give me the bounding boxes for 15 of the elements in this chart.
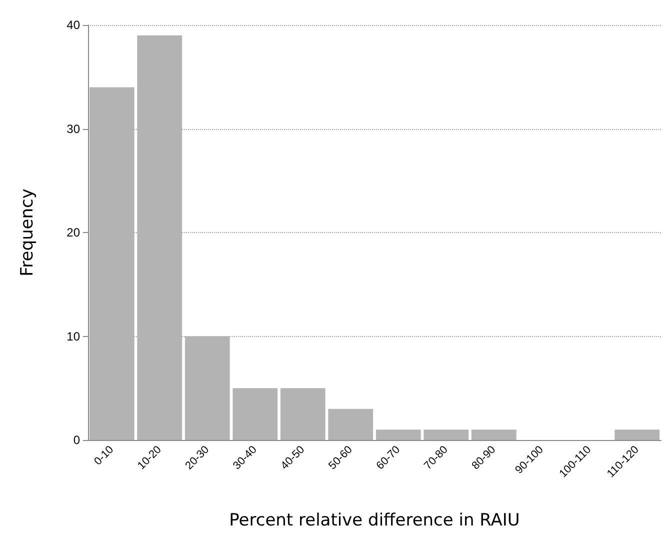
bar bbox=[424, 430, 469, 440]
y-tick-label: 30 bbox=[66, 122, 80, 136]
y-tick-label: 40 bbox=[66, 18, 80, 32]
y-tick-label: 20 bbox=[66, 226, 80, 240]
y-tick-label: 0 bbox=[73, 433, 80, 447]
x-axis-title: Percent relative difference in RAIU bbox=[229, 510, 520, 530]
x-tick-label: 0-10 bbox=[92, 444, 116, 468]
bar bbox=[232, 388, 278, 440]
bar bbox=[328, 408, 374, 440]
bar bbox=[280, 388, 326, 440]
bar bbox=[376, 430, 421, 440]
bar bbox=[614, 430, 660, 440]
bar bbox=[471, 430, 516, 440]
y-tick-label: 10 bbox=[66, 329, 80, 344]
y-axis-title: Frequency bbox=[18, 188, 38, 276]
